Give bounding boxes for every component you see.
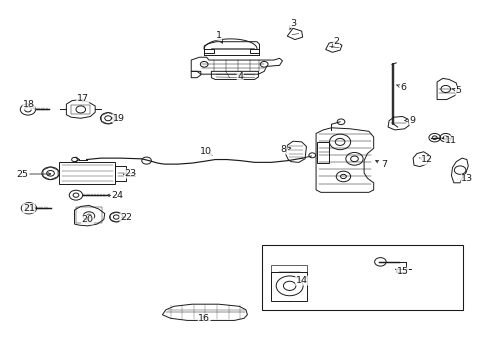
Bar <box>271 272 307 301</box>
Text: 16: 16 <box>198 314 210 323</box>
Text: 5: 5 <box>456 86 462 95</box>
Text: 13: 13 <box>461 175 473 184</box>
Text: 19: 19 <box>113 114 125 123</box>
Bar <box>115 166 126 181</box>
Text: 11: 11 <box>444 136 457 145</box>
Bar <box>71 105 90 114</box>
Text: 4: 4 <box>237 72 243 81</box>
Text: 18: 18 <box>23 100 35 109</box>
Text: 2: 2 <box>333 37 339 46</box>
Text: 17: 17 <box>77 94 89 103</box>
Text: 1: 1 <box>216 31 221 40</box>
Text: 24: 24 <box>112 192 124 201</box>
Bar <box>59 162 115 184</box>
Text: 9: 9 <box>409 116 415 125</box>
Text: 22: 22 <box>120 213 132 222</box>
Text: 6: 6 <box>400 83 407 92</box>
Text: 3: 3 <box>290 18 296 27</box>
Text: 15: 15 <box>396 267 409 276</box>
Text: 8: 8 <box>280 145 287 154</box>
Bar <box>317 142 329 163</box>
Bar <box>271 265 307 272</box>
Text: 12: 12 <box>420 156 433 165</box>
Text: 14: 14 <box>295 276 308 285</box>
Text: 25: 25 <box>17 170 29 179</box>
Text: 21: 21 <box>23 204 35 213</box>
Bar <box>250 49 259 53</box>
Bar <box>204 49 214 53</box>
Text: 10: 10 <box>199 147 212 156</box>
Text: 20: 20 <box>81 215 94 224</box>
Bar <box>76 207 102 223</box>
Bar <box>262 244 464 310</box>
Text: 7: 7 <box>381 160 387 169</box>
Text: 23: 23 <box>124 169 137 178</box>
